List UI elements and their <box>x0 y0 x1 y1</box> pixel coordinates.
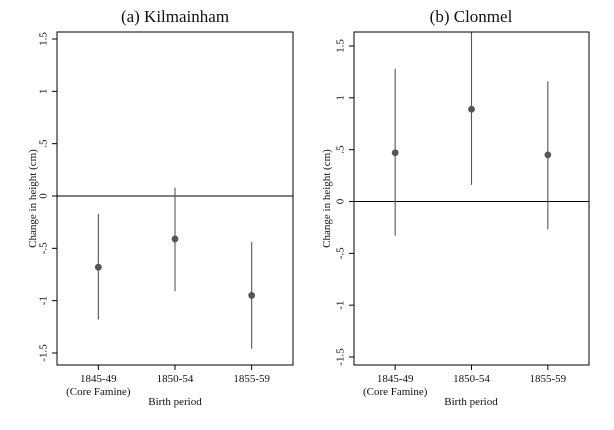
y-tick-label: 1 <box>335 95 347 101</box>
x-tick-label: 1850-54 <box>157 373 194 385</box>
x-tick-label: 1850-54 <box>453 373 490 385</box>
y-tick-label: -1 <box>335 301 347 310</box>
panel-title: (b) Clonmel <box>430 7 513 26</box>
point-estimate <box>468 105 475 113</box>
x-axis-title: Birth period <box>148 396 202 408</box>
y-tick-label: .5 <box>335 145 347 154</box>
panel-title: (a) Kilmainham <box>121 7 229 26</box>
y-tick-label: 1.5 <box>335 39 347 53</box>
point-estimate <box>544 151 552 159</box>
y-axis-title: Change in height (cm) <box>321 149 333 248</box>
point-estimate <box>94 263 102 271</box>
point-estimate <box>248 292 256 299</box>
x-tick-label: (Core Famine) <box>66 386 131 398</box>
y-axis-title: Change in height (cm) <box>27 149 39 248</box>
x-axis-title: Birth period <box>444 396 498 408</box>
y-tick-label: -.5 <box>38 242 50 254</box>
y-tick-label: -1.5 <box>38 344 50 362</box>
y-tick-label: 1 <box>38 89 50 95</box>
point-estimate <box>171 235 179 243</box>
x-tick-label: (Core Famine) <box>363 386 428 398</box>
y-tick-label: 1.5 <box>38 32 50 46</box>
x-tick-label: 1855-59 <box>233 373 270 385</box>
y-tick-label: 0 <box>335 198 347 204</box>
y-tick-label: -1.5 <box>335 348 347 366</box>
y-tick-label: -.5 <box>335 247 347 259</box>
y-tick-label: 0 <box>38 193 50 199</box>
x-tick-label: 1845-49 <box>377 373 414 385</box>
y-tick-label: .5 <box>38 139 50 148</box>
point-estimate <box>391 149 399 157</box>
x-tick-label: 1845-49 <box>80 373 117 385</box>
y-tick-label: -1 <box>38 296 50 305</box>
x-tick-label: 1855-59 <box>529 373 566 385</box>
